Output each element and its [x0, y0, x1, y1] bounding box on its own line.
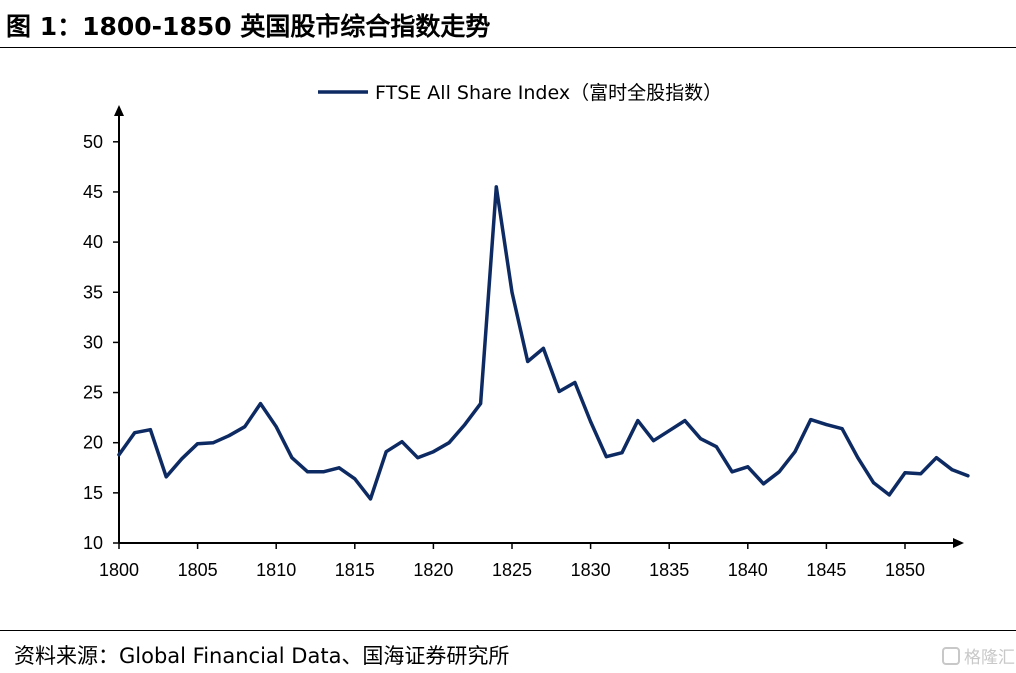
data-point — [369, 497, 373, 501]
x-tick-label: 1820 — [413, 560, 453, 580]
x-tick-label: 1840 — [728, 560, 768, 580]
data-point — [196, 442, 200, 446]
y-tick-label: 35 — [83, 282, 103, 302]
series-line — [117, 185, 970, 501]
data-point — [777, 470, 781, 474]
y-tick-label: 45 — [83, 182, 103, 202]
data-point — [290, 456, 294, 460]
data-point — [824, 423, 828, 427]
x-tick-label: 1815 — [335, 560, 375, 580]
data-point — [667, 429, 671, 433]
chart-title: 图 1：1800-1850 英国股市综合指数走势 — [6, 12, 491, 41]
data-point — [809, 418, 813, 422]
data-point — [950, 468, 954, 472]
x-tick-label: 1810 — [256, 560, 296, 580]
y-axis-arrow-icon — [114, 105, 124, 116]
data-point — [840, 427, 844, 431]
data-point — [321, 470, 325, 474]
x-tick-label: 1825 — [492, 560, 532, 580]
data-point — [966, 474, 970, 478]
data-point — [872, 481, 876, 485]
data-point — [384, 450, 388, 454]
data-point — [494, 185, 498, 189]
data-point — [416, 456, 420, 460]
data-point — [746, 465, 750, 469]
data-point — [306, 470, 310, 474]
data-point — [793, 450, 797, 454]
data-point — [541, 346, 545, 350]
data-point — [557, 390, 561, 394]
data-point — [526, 359, 530, 363]
source-note: 资料来源：Global Financial Data、国海证券研究所 — [14, 644, 510, 668]
y-tick-label: 15 — [83, 483, 103, 503]
y-tick-label: 30 — [83, 332, 103, 352]
data-point — [636, 419, 640, 423]
title-divider — [0, 47, 1016, 48]
chart-legend: FTSE All Share Index（富时全股指数） — [318, 82, 722, 104]
watermark: 格隆汇 — [942, 643, 1015, 668]
data-point — [243, 425, 247, 429]
data-point — [479, 402, 483, 406]
y-tick-label: 20 — [83, 433, 103, 453]
data-point — [227, 434, 231, 438]
x-tick-label: 1835 — [649, 560, 689, 580]
data-point — [353, 477, 357, 481]
data-point — [447, 441, 451, 445]
x-tick-label: 1845 — [806, 560, 846, 580]
y-tick-label: 40 — [83, 232, 103, 252]
data-point — [258, 402, 262, 406]
chart-ticks: 10 15 20 25 30 35 40 45 50 1800 1805 1810 1815 1820 18… — [83, 132, 925, 580]
data-point — [274, 425, 278, 429]
chart-axes — [114, 105, 964, 548]
data-point — [400, 440, 404, 444]
data-point — [714, 445, 718, 449]
x-tick-label: 1850 — [885, 560, 925, 580]
data-point — [887, 493, 891, 497]
data-point — [919, 472, 923, 476]
data-point — [934, 456, 938, 460]
y-tick-label: 25 — [83, 383, 103, 403]
data-point — [180, 457, 184, 461]
data-point — [604, 455, 608, 459]
data-point — [117, 453, 121, 457]
chart: 10 15 20 25 30 35 40 45 50 1800 1805 1810 1815 1820 18… — [83, 82, 970, 580]
data-point — [164, 475, 168, 479]
watermark-text: 格隆汇 — [964, 648, 1015, 668]
y-tick-label: 50 — [83, 132, 103, 152]
x-axis-arrow-icon — [953, 538, 964, 548]
watermark-logo-icon — [942, 646, 960, 665]
footer-divider — [0, 630, 1016, 631]
x-tick-label: 1800 — [99, 560, 139, 580]
data-point — [699, 437, 703, 441]
legend-label: FTSE All Share Index（富时全股指数） — [375, 82, 722, 104]
data-point — [431, 450, 435, 454]
data-point — [133, 431, 137, 435]
data-point — [589, 420, 593, 424]
data-point — [730, 470, 734, 474]
data-point — [856, 456, 860, 460]
data-point — [337, 466, 341, 470]
data-point — [211, 441, 215, 445]
data-point — [620, 451, 624, 455]
y-tick-label: 10 — [83, 533, 103, 553]
data-point — [683, 419, 687, 423]
data-point — [510, 290, 514, 294]
data-point — [651, 439, 655, 443]
data-point — [762, 482, 766, 486]
chart-series — [117, 185, 970, 501]
data-point — [463, 423, 467, 427]
x-tick-label: 1830 — [571, 560, 611, 580]
data-point — [903, 471, 907, 475]
x-tick-label: 1805 — [178, 560, 218, 580]
data-point — [148, 428, 152, 432]
data-point — [573, 381, 577, 385]
